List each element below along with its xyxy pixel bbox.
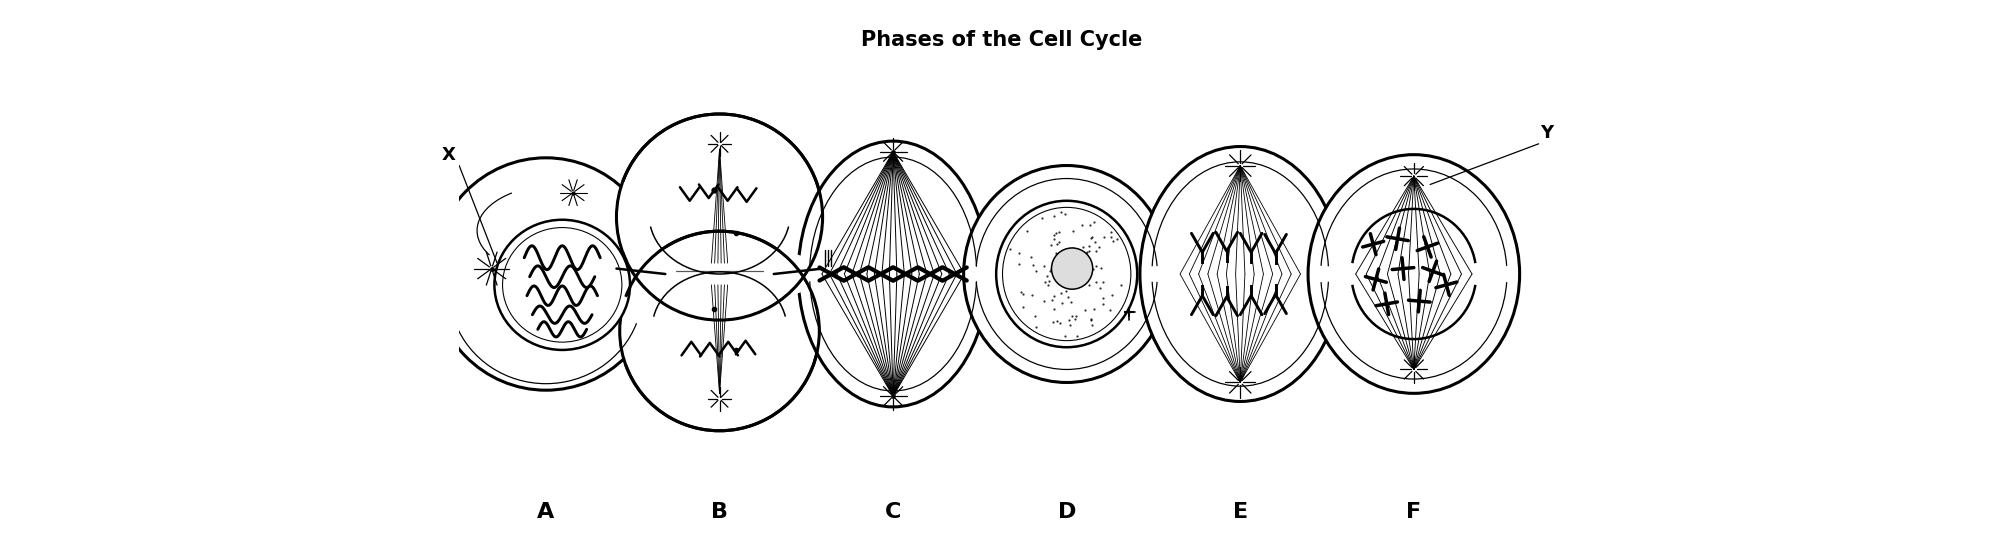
Text: B: B [710, 502, 729, 522]
Text: X: X [442, 146, 456, 164]
Ellipse shape [1052, 248, 1092, 289]
Ellipse shape [616, 244, 823, 304]
Text: Phases of the Cell Cycle: Phases of the Cell Cycle [861, 30, 1142, 50]
Ellipse shape [799, 141, 987, 407]
Text: F: F [1407, 502, 1421, 522]
Ellipse shape [1140, 146, 1341, 402]
Text: Y: Y [1539, 124, 1553, 142]
Text: E: E [1232, 502, 1248, 522]
Text: A: A [538, 502, 554, 522]
Ellipse shape [995, 201, 1138, 347]
Ellipse shape [1309, 155, 1519, 393]
Text: C: C [885, 502, 901, 522]
Ellipse shape [963, 165, 1170, 383]
Text: D: D [1058, 502, 1076, 522]
Ellipse shape [616, 114, 823, 320]
Ellipse shape [494, 220, 630, 350]
Ellipse shape [620, 231, 819, 431]
Ellipse shape [432, 158, 660, 390]
